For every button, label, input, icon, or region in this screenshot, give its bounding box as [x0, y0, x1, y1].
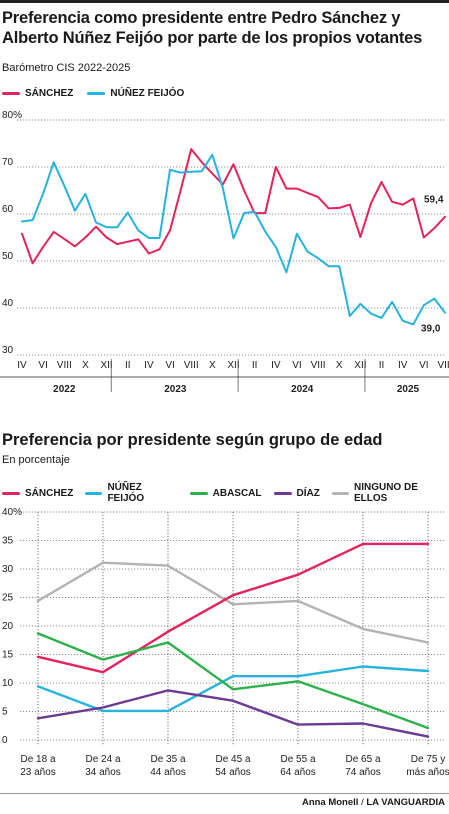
x-category-label: 64 años [280, 767, 316, 778]
y-tick-label: 70 [2, 157, 14, 168]
x-month-label: IV [17, 360, 27, 371]
y-tick-label: 25 [2, 593, 14, 604]
x-year-label: 2022 [53, 384, 76, 395]
x-month-label: X [209, 360, 216, 371]
x-category-label: 23 años [20, 767, 56, 778]
x-year-label: 2025 [397, 384, 420, 395]
series-line-sanchez [36, 542, 430, 674]
y-tick-label: 40 [2, 298, 14, 309]
credit: Anna Monell / LA VANGUARDIA [302, 797, 445, 808]
y-tick-label: 0 [2, 735, 8, 746]
x-month-label: XII [354, 360, 366, 371]
x-category-label: De 55 a [280, 754, 315, 765]
x-month-label: VIII [437, 360, 449, 371]
x-month-label: VI [419, 360, 428, 371]
chart2-plot: 0 5 10 15 20 25 30 35 40% De 18 a 23 años De 24 a 34… [2, 507, 449, 778]
legend2-label-diaz: DÍAZ [296, 487, 320, 499]
legend-label-feijoo: NÚÑEZ FEIJÓO [110, 88, 185, 99]
legend2-swatch-ninguno [331, 491, 349, 495]
legend2-label-sanchez: SÁNCHEZ [25, 487, 74, 499]
legend-item-sanchez: SÁNCHEZ [2, 88, 73, 99]
end-label-feijoo: 39,0 [421, 324, 441, 335]
x-month-label: II [379, 360, 385, 371]
legend2-label-ninguno: NINGUNO DE ELLOS [353, 482, 418, 504]
credit-author: Anna Monell [301, 797, 359, 808]
x-category-label: De 18 a [20, 754, 55, 765]
legend2-swatch-abascal [189, 491, 208, 495]
x-category-label: De 35 a [150, 754, 185, 765]
top-rule [0, 0, 449, 3]
y-tick-label: 50 [2, 251, 14, 262]
x-category-label: 54 años [215, 767, 251, 778]
x-category-label: más años [406, 767, 449, 778]
chart1-legend: SÁNCHEZ NÚÑEZ FEIJÓO [2, 88, 198, 99]
y-tick-label: 20 [2, 621, 14, 632]
end-label-sanchez: 59,4 [424, 195, 444, 206]
y-tick-label: 30 [2, 345, 14, 356]
legend2-item-abascal: ABASCAL [189, 487, 262, 499]
x-month-label: XII [100, 360, 112, 371]
legend2-item-diaz: DÍAZ [273, 487, 320, 499]
y-tick-label: 35 [2, 536, 14, 547]
legend2-label-abascal: ABASCAL [212, 487, 262, 499]
x-category-label: De 65 a [345, 754, 380, 765]
y-tick-label: 15 [2, 650, 14, 661]
x-month-label: VIII [184, 360, 199, 371]
x-category-label: 74 años [345, 767, 381, 778]
legend-swatch-sanchez [2, 92, 20, 95]
chart2-title: Preferencia por presidente según grupo d… [2, 431, 383, 449]
chart1-title: Preferencia como presidente entre Pedro … [2, 9, 423, 47]
y-tick-label: 80% [2, 110, 22, 121]
x-month-label: II [125, 360, 131, 371]
legend2-item-feijoo: NÚÑEZ FEIJÓO [85, 482, 177, 504]
series-line-ninguno [36, 561, 430, 644]
x-category-label: 44 años [150, 767, 186, 778]
footer-rule [0, 793, 449, 794]
y-tick-label: 5 [2, 707, 8, 718]
series-line-diaz [36, 689, 430, 738]
legend2-swatch-sanchez [2, 491, 20, 495]
legend2-item-ninguno: NINGUNO DE ELLOS [331, 482, 449, 504]
x-month-label: IV [271, 360, 281, 371]
y-tick-label: 40% [2, 507, 22, 518]
series-line-feijoo [36, 665, 430, 713]
legend2-label-feijoo: NÚÑEZ FEIJÓO [107, 482, 145, 504]
x-month-label: II [252, 360, 258, 371]
x-year-label: 2023 [164, 384, 187, 395]
x-category-label: 34 años [85, 767, 121, 778]
y-tick-label: 60 [2, 204, 14, 215]
x-month-label: XII [227, 360, 239, 371]
legend2-item-sanchez: SÁNCHEZ [2, 488, 73, 499]
series-line-feijoo [21, 153, 446, 326]
x-year-label: 2024 [291, 384, 314, 395]
series-line-abascal [36, 632, 430, 730]
x-month-label: VIII [311, 360, 326, 371]
legend2-swatch-feijoo [85, 491, 103, 495]
x-month-label: IV [144, 360, 154, 371]
legend-swatch-feijoo [87, 92, 106, 95]
chart1-subtitle: Barómetro CIS 2022-2025 [2, 62, 131, 74]
credit-outlet: LA VANGUARDIA [366, 797, 445, 808]
x-category-label: De 24 a [85, 754, 120, 765]
x-month-label: VIII [57, 360, 72, 371]
legend-label-sanchez: SÁNCHEZ [25, 88, 74, 99]
x-month-label: X [82, 360, 89, 371]
legend-item-feijoo: NÚÑEZ FEIJÓO [87, 88, 184, 99]
x-month-label: VI [165, 360, 174, 371]
chart2-subtitle: En porcentaje [2, 454, 70, 466]
series-line-sanchez [21, 148, 446, 265]
x-month-label: IV [398, 360, 408, 371]
credit-separator: / [361, 797, 364, 808]
y-tick-label: 30 [2, 564, 14, 575]
chart2-legend: SÁNCHEZ NÚÑEZ FEIJÓO ABASCAL DÍAZ NINGUN… [2, 482, 449, 504]
legend2-swatch-diaz [273, 491, 292, 495]
x-category-label: De 75 y [411, 754, 445, 765]
y-tick-label: 10 [2, 678, 14, 689]
x-month-label: VI [38, 360, 47, 371]
x-category-label: De 45 a [215, 754, 250, 765]
x-month-label: X [336, 360, 343, 371]
x-month-label: VI [292, 360, 301, 371]
